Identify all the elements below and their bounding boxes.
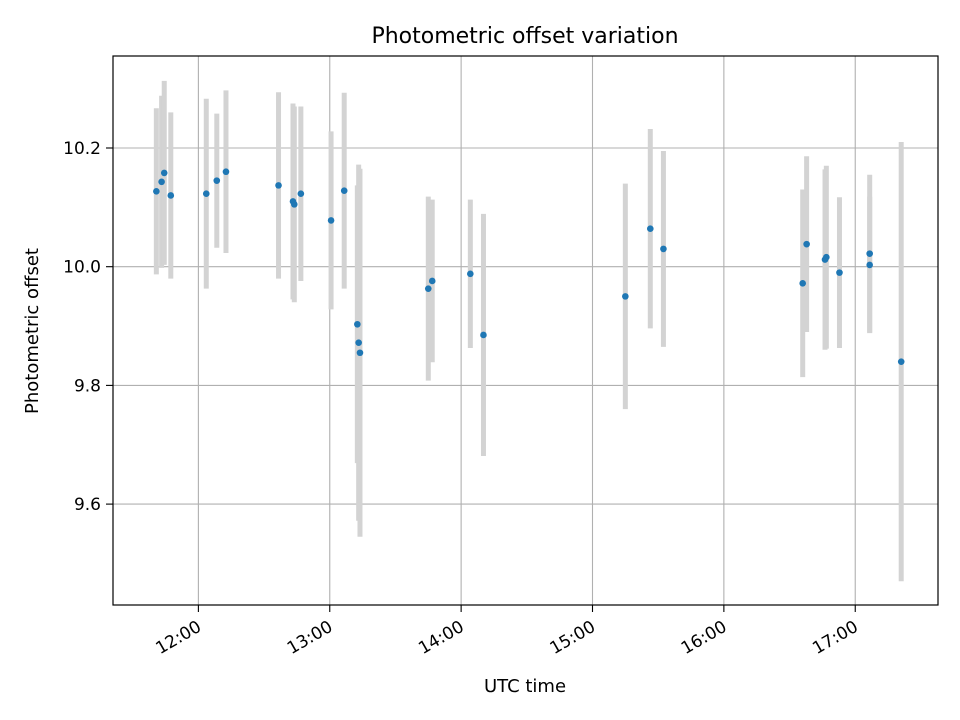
y-tick-label: 9.6	[74, 495, 101, 515]
data-point	[153, 188, 160, 195]
data-point	[355, 339, 362, 346]
data-point	[160, 169, 168, 177]
data-point	[467, 270, 474, 278]
y-tick-label: 10.2	[63, 139, 101, 159]
y-tick-label: 9.8	[74, 376, 101, 396]
data-point	[340, 187, 348, 195]
y-tick-label: 10.0	[63, 258, 101, 278]
data-point	[424, 285, 432, 292]
data-point	[866, 261, 873, 269]
data-point	[622, 293, 629, 300]
x-axis-label: UTC time	[484, 676, 566, 697]
data-point	[428, 277, 436, 285]
data-point	[222, 168, 230, 176]
data-point	[158, 178, 165, 186]
data-point	[202, 190, 210, 197]
data-point	[275, 182, 282, 189]
data-point	[799, 280, 806, 287]
data-points	[153, 168, 905, 365]
data-point	[647, 225, 654, 233]
chart-title: Photometric offset variation	[371, 24, 678, 49]
data-point	[167, 192, 175, 199]
data-point	[290, 201, 298, 208]
y-axis-label: Photometric offset	[22, 248, 43, 414]
data-point	[480, 331, 487, 339]
data-point	[297, 190, 305, 197]
data-point	[823, 253, 830, 261]
data-point	[354, 320, 361, 328]
y-axis-ticks: 9.6 9.8 10.0 10.2	[63, 139, 113, 515]
data-point	[660, 245, 667, 253]
data-point	[327, 217, 335, 224]
data-point	[866, 250, 873, 257]
data-point	[213, 177, 221, 184]
data-point	[356, 349, 364, 357]
data-point	[897, 358, 905, 365]
data-point	[803, 240, 810, 248]
data-point	[836, 269, 843, 276]
plot-frame	[112, 55, 939, 606]
